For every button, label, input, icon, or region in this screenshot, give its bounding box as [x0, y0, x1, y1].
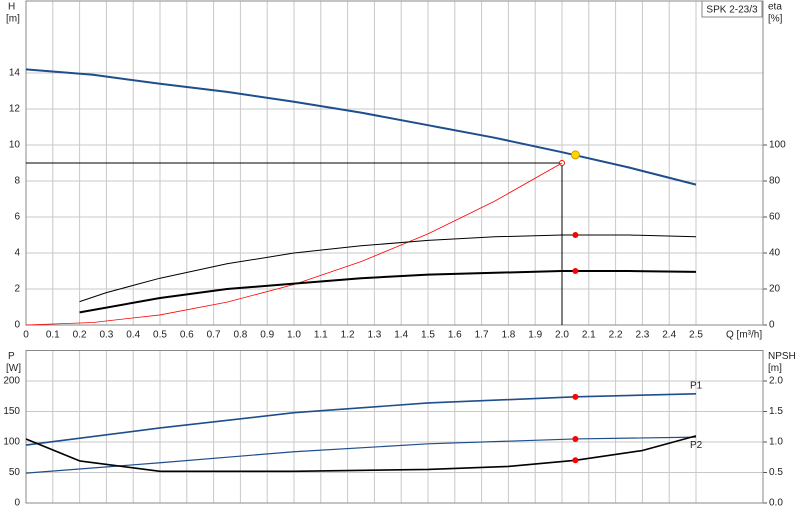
- x-tick-label: 1.8: [501, 330, 515, 341]
- x-tick-label: 1.0: [287, 330, 301, 341]
- y-tick-label: 8: [14, 176, 20, 187]
- y2-axis-label: eta: [768, 2, 782, 13]
- x-tick-label: 0.1: [46, 330, 60, 341]
- y-axis-label: P: [8, 351, 15, 362]
- y-tick-label: 12: [9, 104, 21, 115]
- title-box: [701, 0, 763, 18]
- series-line: [25, 393, 697, 446]
- x-tick-label: 1.7: [475, 330, 489, 341]
- x-tick-label: 0: [23, 330, 29, 341]
- y2-tick-label: 0.5: [769, 467, 783, 478]
- x-tick-label: 1.4: [394, 330, 408, 341]
- y-tick-label: 6: [14, 212, 20, 223]
- x-tick-label: 2.1: [582, 330, 596, 341]
- y-axis-unit: [W]: [6, 363, 21, 374]
- series-label: P2: [690, 440, 703, 451]
- series-label: P1: [690, 380, 703, 391]
- x-tick-label: 1.9: [528, 330, 542, 341]
- y2-tick-label: 80: [769, 176, 781, 187]
- y2-tick-label: 1.0: [769, 437, 783, 448]
- series-line: [25, 436, 697, 474]
- operating-point: [572, 393, 579, 400]
- y-tick-label: 200: [3, 376, 20, 387]
- y2-tick-label: 40: [769, 248, 781, 259]
- x-axis-label: Q [m³/h]: [726, 330, 762, 341]
- series-line: [25, 435, 697, 473]
- y-tick-label: 50: [9, 467, 21, 478]
- x-tick-label: 0.3: [99, 330, 113, 341]
- x-tick-label: 0.6: [180, 330, 194, 341]
- x-tick-label: 1.2: [341, 330, 355, 341]
- x-tick-label: 2.4: [662, 330, 676, 341]
- x-tick-label: 2.0: [555, 330, 569, 341]
- series-line: [25, 68, 697, 186]
- x-tick-label: 0.5: [153, 330, 167, 341]
- x-tick-label: 0.4: [126, 330, 140, 341]
- y2-tick-label: 0: [769, 320, 775, 331]
- operating-point: [570, 150, 580, 160]
- y-tick-label: 150: [3, 406, 20, 417]
- y-axis-unit: [m]: [6, 14, 20, 25]
- operating-point: [572, 457, 579, 464]
- y-tick-label: 0: [14, 320, 20, 331]
- y-axis-label: H: [8, 2, 15, 13]
- y2-axis-unit: [m]: [768, 363, 782, 374]
- y2-axis-label: NPSH: [768, 351, 796, 362]
- x-tick-label: 0.9: [260, 330, 274, 341]
- y-tick-label: 4: [14, 248, 20, 259]
- x-tick-label: 1.1: [314, 330, 328, 341]
- x-tick-label: 0.7: [207, 330, 221, 341]
- x-tick-label: 2.3: [635, 330, 649, 341]
- chart-title: SPK 2-23/3: [706, 5, 758, 16]
- y2-tick-label: 0.0: [769, 498, 783, 509]
- operating-point: [572, 268, 579, 274]
- y2-tick-label: 100: [769, 140, 786, 151]
- x-tick-label: 2.5: [689, 330, 703, 341]
- y2-tick-label: 2.0: [769, 376, 783, 387]
- y2-tick-label: 20: [769, 284, 781, 295]
- x-tick-label: 0.8: [233, 330, 247, 341]
- x-tick-label: 1.5: [421, 330, 435, 341]
- y-tick-label: 10: [9, 140, 21, 151]
- x-tick-label: 1.6: [448, 330, 462, 341]
- y-tick-label: 0: [14, 498, 20, 509]
- y-tick-label: 2: [14, 284, 20, 295]
- y2-tick-label: 60: [769, 212, 781, 223]
- operating-point: [572, 232, 579, 238]
- y2-tick-label: 1.5: [769, 406, 783, 417]
- x-tick-label: 1.3: [367, 330, 381, 341]
- y-tick-label: 14: [9, 68, 21, 79]
- y-tick-label: 100: [3, 437, 20, 448]
- series-line: [79, 270, 697, 314]
- operating-point: [572, 435, 579, 442]
- x-tick-label: 0.2: [73, 330, 87, 341]
- x-tick-label: 2.2: [609, 330, 623, 341]
- y2-axis-unit: [%]: [768, 14, 783, 25]
- plot-frame: [25, 350, 764, 504]
